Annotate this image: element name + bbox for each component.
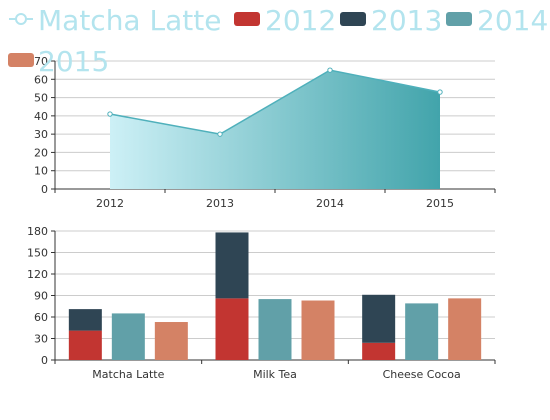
y-tick-label: 30 — [34, 333, 48, 346]
legend-swatch — [340, 12, 366, 26]
y-tick-label: 50 — [34, 92, 48, 105]
bar-2012[interactable] — [362, 342, 396, 360]
bar-2012[interactable] — [68, 330, 102, 360]
data-point[interactable] — [327, 67, 333, 73]
bar-2013[interactable] — [362, 294, 396, 343]
bar-2015[interactable] — [301, 300, 335, 360]
legend-swatch — [446, 12, 472, 26]
bar-2014[interactable] — [111, 313, 145, 360]
data-point[interactable] — [437, 89, 443, 95]
area-chart: 0 10 20 30 40 50 60 70 2012 2013 2014 2015 — [34, 55, 496, 210]
y-tick-label: 10 — [34, 165, 48, 178]
y-tick-label: 60 — [34, 311, 48, 324]
x-tick-label: 2014 — [316, 197, 344, 210]
legend-label[interactable]: 2014 — [477, 4, 548, 37]
series-line — [109, 69, 441, 135]
x-tick-label: Matcha Latte — [92, 368, 164, 381]
bar-2015[interactable] — [154, 322, 188, 360]
y-tick-label: 40 — [34, 110, 48, 123]
legend-label[interactable]: 2015 — [38, 45, 109, 78]
y-tick-label: 60 — [34, 73, 48, 86]
legend[interactable]: Matcha Latte 2012 2013 2014 2015 — [8, 4, 548, 78]
x-tick-label: Cheese Cocoa — [383, 368, 461, 381]
x-tick-label: Milk Tea — [253, 368, 297, 381]
y-tick-label: 180 — [27, 225, 48, 238]
x-tick-label: 2013 — [206, 197, 234, 210]
bar-2012[interactable] — [215, 298, 249, 360]
legend-label[interactable]: Matcha Latte — [38, 4, 221, 37]
bar-chart: 0 30 60 90 120 150 180 Matcha Latte Milk Tea Chee… — [27, 225, 496, 381]
legend-label[interactable]: 2013 — [371, 4, 442, 37]
bar-2013[interactable] — [215, 232, 249, 299]
area-fill — [110, 70, 440, 189]
data-point[interactable] — [107, 111, 113, 117]
x-tick-label: 2012 — [96, 197, 124, 210]
bar-2013[interactable] — [68, 309, 102, 331]
legend-swatch — [234, 12, 260, 26]
bar-2014[interactable] — [405, 303, 439, 360]
y-tick-label: 70 — [34, 55, 48, 68]
y-tick-label: 120 — [27, 268, 48, 281]
y-tick-label: 0 — [41, 183, 48, 196]
legend-line-icon-marker — [15, 13, 27, 25]
y-tick-label: 0 — [41, 354, 48, 367]
y-tick-label: 150 — [27, 247, 48, 260]
bar-2015[interactable] — [448, 298, 482, 360]
x-tick-label: 2015 — [426, 197, 454, 210]
y-tick-label: 20 — [34, 146, 48, 159]
bar-2014[interactable] — [258, 299, 292, 360]
data-point[interactable] — [217, 131, 223, 137]
y-tick-label: 30 — [34, 128, 48, 141]
legend-swatch — [8, 53, 34, 67]
legend-label[interactable]: 2012 — [265, 4, 336, 37]
y-tick-label: 90 — [34, 290, 48, 303]
